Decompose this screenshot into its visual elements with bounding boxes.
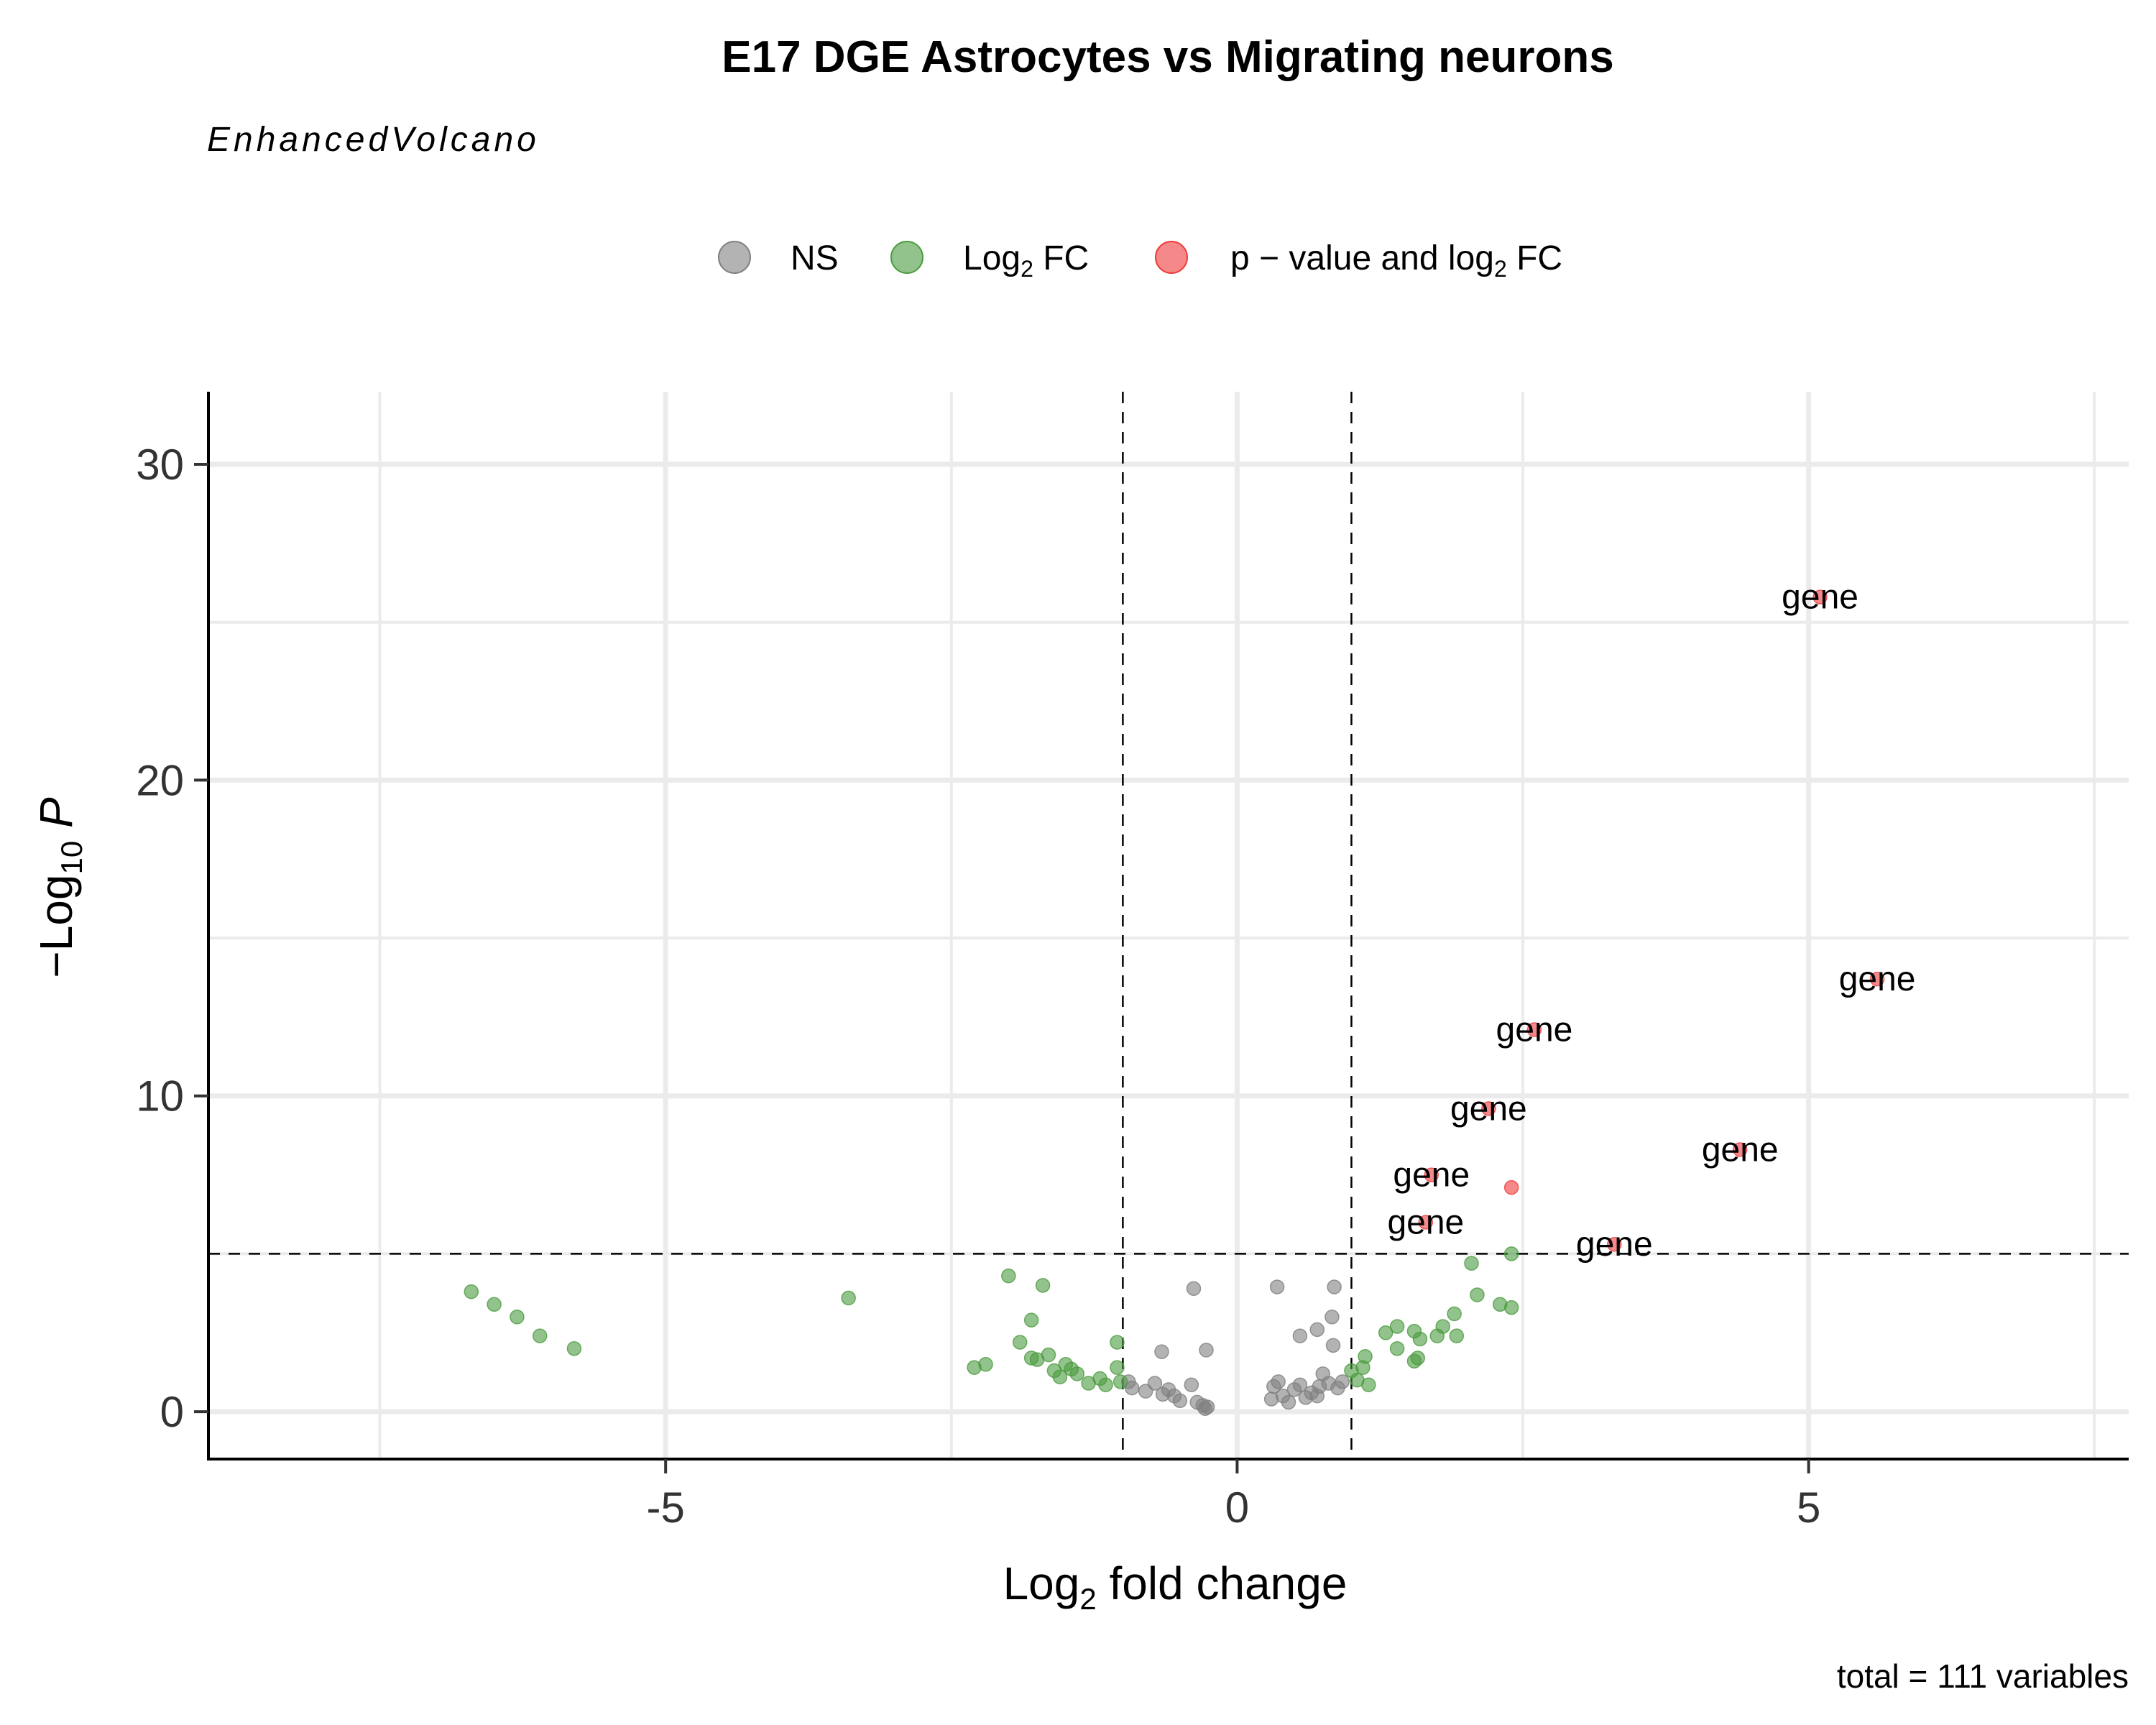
point-log2fc <box>1464 1256 1479 1271</box>
point-log2fc <box>1052 1369 1068 1385</box>
point-log2fc <box>1503 1300 1519 1315</box>
point-ns <box>1184 1377 1199 1393</box>
point-log2fc <box>1110 1360 1125 1375</box>
point-ns <box>1154 1344 1169 1359</box>
x-tick-label: 0 <box>1225 1484 1249 1532</box>
point-log2fc <box>1435 1319 1450 1334</box>
point-log2fc <box>510 1310 525 1325</box>
point-ns <box>1147 1376 1163 1391</box>
point-log2fc <box>1389 1340 1405 1356</box>
gene-label: gene <box>1387 1203 1464 1241</box>
point-both <box>1481 1101 1496 1116</box>
point-ns <box>1271 1374 1286 1389</box>
point-ns <box>1309 1322 1325 1338</box>
grid <box>208 392 2129 1459</box>
point-ns <box>1292 1377 1308 1393</box>
legend-marker-both <box>1155 241 1188 274</box>
point-labels: gene gene gene gene gene gene gene gene <box>1387 579 1915 1264</box>
gene-label: gene <box>1782 579 1858 617</box>
gene-label: gene <box>1839 960 1916 998</box>
x-axis-label: Log2 fold change <box>1003 1558 1348 1616</box>
point-log2fc <box>487 1297 502 1312</box>
point-log2fc <box>1069 1366 1085 1381</box>
legend-marker-log2fc <box>890 241 923 274</box>
point-log2fc <box>566 1340 582 1356</box>
point-ns <box>1199 1343 1214 1358</box>
point-log2fc <box>1470 1287 1485 1302</box>
chart-subtitle: EnhancedVolcano <box>207 121 540 159</box>
point-log2fc <box>1389 1319 1405 1334</box>
point-both <box>1869 971 1885 987</box>
point-ns <box>1186 1281 1202 1297</box>
point-log2fc <box>532 1328 548 1343</box>
y-tick-label: 0 <box>160 1388 184 1436</box>
threshold-lines <box>208 392 2129 1459</box>
point-log2fc <box>1023 1312 1039 1328</box>
gene-label: gene <box>1393 1156 1470 1195</box>
gene-label: gene <box>1496 1011 1573 1049</box>
point-log2fc <box>1447 1306 1462 1322</box>
point-log2fc <box>841 1290 856 1306</box>
point-log2fc <box>1001 1268 1016 1284</box>
point-log2fc <box>1110 1335 1125 1350</box>
legend-label-both: p − value and log2 FC <box>1230 239 1562 282</box>
point-ns <box>1325 1310 1340 1325</box>
gene-label: gene <box>1450 1090 1527 1128</box>
chart-title: E17 DGE Astrocytes vs Migrating neurons <box>722 32 1613 82</box>
point-log2fc <box>1041 1347 1056 1363</box>
chart-caption: total = 111 variables <box>1837 1657 2129 1695</box>
point-both <box>1812 589 1828 604</box>
point-ns <box>1292 1328 1308 1343</box>
point-log2fc <box>1412 1331 1428 1347</box>
x-tick-label: -5 <box>647 1484 685 1532</box>
legend-label-ns: NS <box>791 239 839 277</box>
legend-label-log2fc: Log2 FC <box>963 239 1089 282</box>
point-ns <box>1199 1399 1215 1414</box>
point-log2fc <box>1361 1377 1376 1393</box>
point-ns <box>1335 1374 1350 1389</box>
point-both <box>1424 1167 1439 1182</box>
point-log2fc <box>1012 1335 1028 1350</box>
point-log2fc <box>464 1284 479 1300</box>
point-both <box>1526 1022 1542 1037</box>
point-ns <box>1172 1393 1188 1408</box>
point-ns <box>1327 1279 1342 1294</box>
point-log2fc <box>1410 1351 1425 1366</box>
point-log2fc <box>978 1356 993 1372</box>
y-tick-label: 10 <box>136 1072 184 1121</box>
point-ns <box>1281 1394 1296 1410</box>
point-both <box>1503 1179 1519 1195</box>
data-points <box>464 589 1885 1416</box>
point-both <box>1607 1236 1622 1252</box>
point-ns <box>1325 1338 1341 1353</box>
gene-label: gene <box>1702 1131 1779 1169</box>
point-log2fc <box>1358 1348 1373 1364</box>
y-axis-label: −Log10 P <box>30 797 88 978</box>
y-tick-label: 30 <box>136 441 184 489</box>
point-log2fc <box>1378 1325 1393 1340</box>
point-log2fc <box>1449 1328 1465 1343</box>
legend: NS Log2 FC p − value and log2 FC <box>718 239 1562 282</box>
axes: -5 0 5 0 10 20 30 <box>136 392 2129 1532</box>
point-log2fc <box>1112 1374 1128 1389</box>
point-both <box>1418 1215 1434 1230</box>
point-log2fc <box>1035 1278 1051 1293</box>
point-log2fc <box>1098 1377 1113 1393</box>
y-tick-label: 20 <box>136 756 184 804</box>
point-log2fc <box>1503 1246 1519 1261</box>
point-ns <box>1124 1380 1140 1396</box>
point-ns <box>1269 1279 1285 1294</box>
x-tick-label: 5 <box>1797 1484 1820 1532</box>
point-ns <box>1309 1388 1325 1404</box>
legend-marker-ns <box>718 241 751 274</box>
gene-label: gene <box>1576 1225 1653 1264</box>
point-both <box>1732 1142 1748 1157</box>
